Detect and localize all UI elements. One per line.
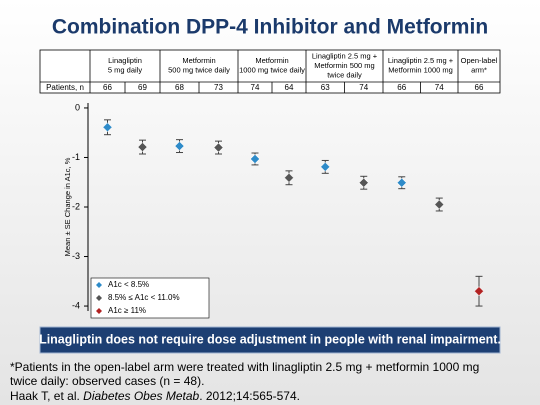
reference-authors: Haak T, et al. — [10, 389, 83, 403]
title: Combination DPP-4 Inhibitor and Metformi… — [52, 16, 488, 39]
group-label: Open-label — [461, 56, 498, 65]
patients-n: 64 — [285, 83, 294, 92]
group-label: 500 mg twice daily — [168, 66, 230, 75]
reference-citation: . 2012;14:565-574. — [199, 389, 300, 403]
group-label: Linagliptin — [108, 56, 142, 65]
point — [213, 142, 224, 153]
footnote: *Patients in the open-label arm were tre… — [10, 360, 479, 374]
row-label: Patients, n — [46, 83, 84, 92]
patients-n: 66 — [103, 83, 112, 92]
y-tick-label: -4 — [72, 300, 80, 310]
point — [174, 141, 185, 151]
legend-label: A1c ≥ 11% — [108, 306, 146, 315]
legend-marker — [96, 282, 102, 288]
patients-n: 68 — [175, 83, 184, 92]
patients-n: 66 — [397, 83, 406, 92]
table-box — [39, 49, 501, 94]
group-label: Linagliptin 2.5 mg + — [312, 51, 378, 60]
y-tick-label: 0 — [75, 102, 80, 112]
banner-box — [39, 326, 501, 354]
patients-n: 74 — [251, 83, 260, 92]
legend-label: 8.5% ≤ A1c < 11.0% — [108, 293, 180, 302]
legend-label: A1c < 8.5% — [108, 280, 149, 289]
group-label: Metformin — [182, 56, 215, 65]
patients-n: 74 — [359, 83, 368, 92]
point — [137, 142, 148, 152]
patients-n: 73 — [214, 83, 223, 92]
point — [474, 286, 484, 297]
patients-n: 66 — [475, 83, 484, 92]
group-label: 5 mg daily — [108, 66, 142, 75]
footnote: twice daily: observed cases (n = 48). — [10, 374, 204, 388]
group-label: Metformin 500 mg — [314, 61, 374, 70]
point — [250, 154, 260, 164]
patients-n: 69 — [138, 83, 147, 92]
point — [396, 177, 407, 188]
group-label: Metformin 1000 mg — [388, 66, 453, 75]
legend-marker — [96, 308, 102, 314]
legend-box — [90, 277, 210, 319]
y-axis-label: Mean ± SE Change in A1c, % — [63, 157, 72, 256]
point — [284, 172, 294, 183]
patients-n: 63 — [321, 83, 330, 92]
legend-marker — [96, 295, 102, 301]
group-label: Linagliptin 2.5 mg + — [388, 56, 454, 65]
y-tick-label: -1 — [72, 152, 80, 162]
reference: Haak T, et al. Diabetes Obes Metab. 2012… — [10, 389, 300, 403]
point — [320, 162, 331, 172]
y-tick-label: -3 — [72, 251, 80, 261]
point — [358, 177, 369, 188]
group-label: 1000 mg twice daily — [239, 66, 305, 75]
reference-journal: Diabetes Obes Metab — [83, 389, 199, 403]
point — [102, 122, 113, 133]
group-label: twice daily — [327, 70, 362, 79]
banner-text: Linagliptin does not require dose adjust… — [39, 332, 501, 346]
y-tick-label: -2 — [72, 201, 80, 211]
group-label: Metformin — [255, 56, 288, 65]
group-label: arm* — [471, 66, 487, 75]
patients-n: 74 — [435, 83, 444, 92]
point — [434, 199, 445, 210]
